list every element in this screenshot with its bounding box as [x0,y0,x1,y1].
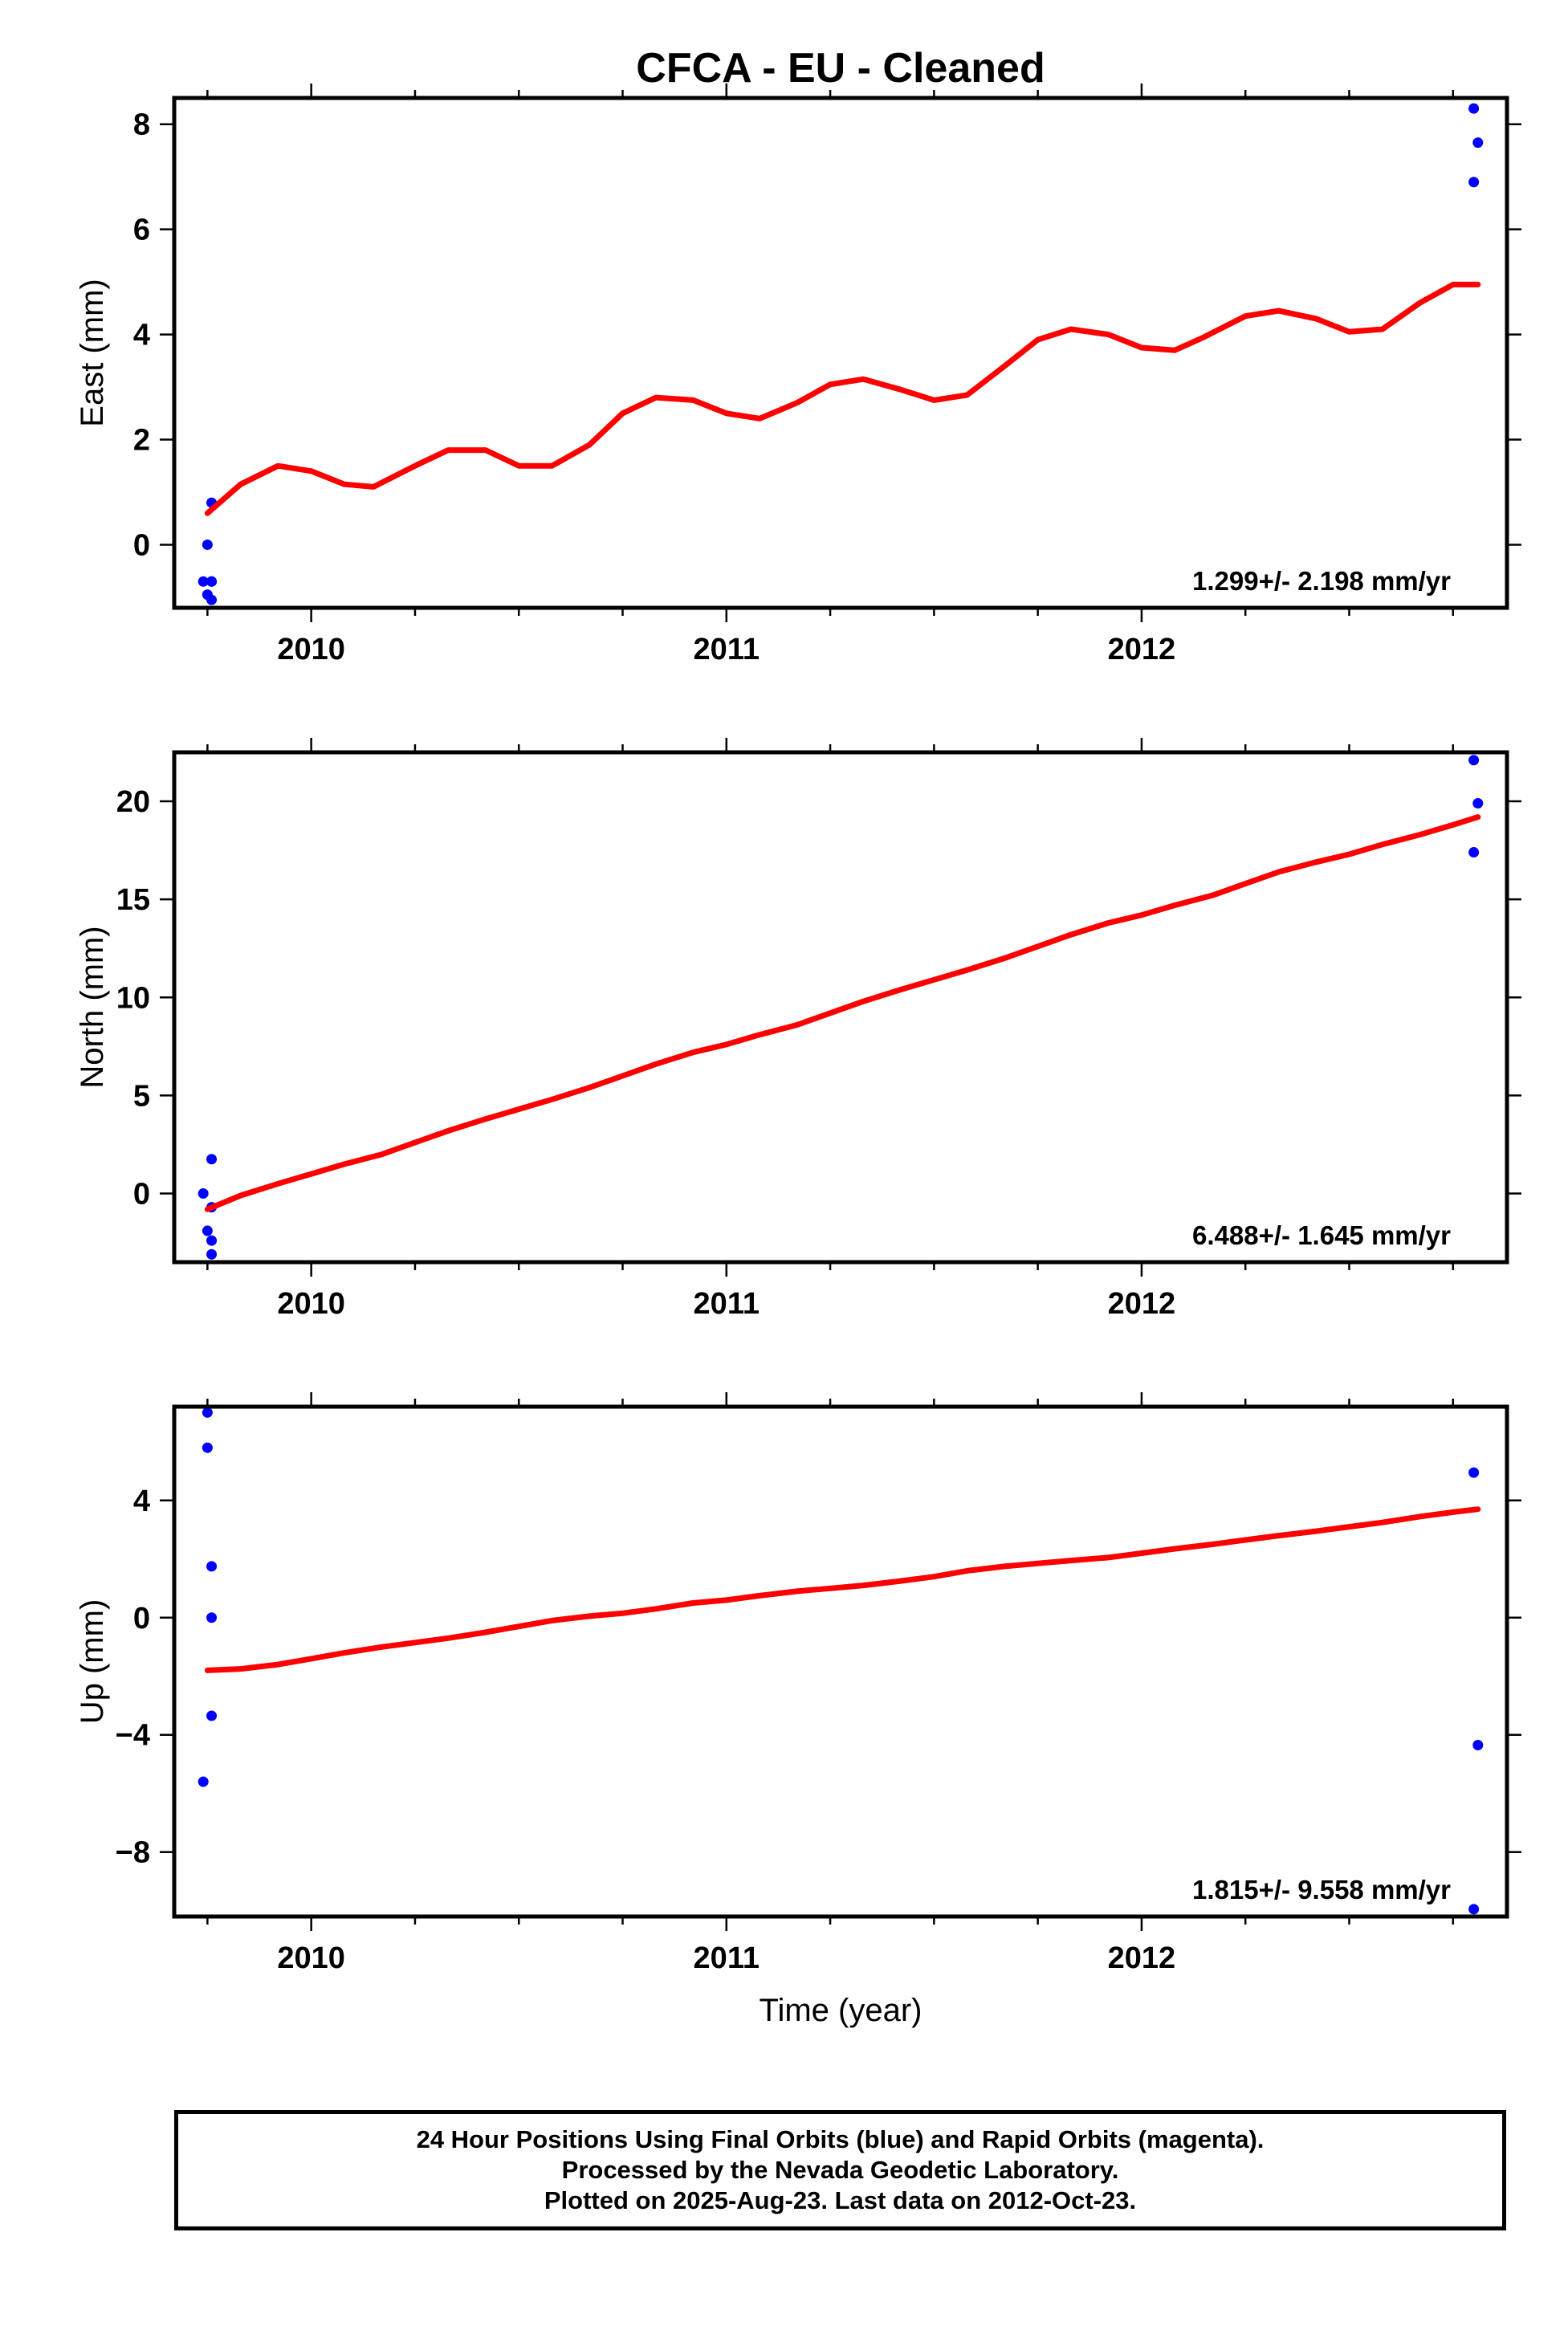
data-point [1468,1467,1480,1478]
footer-line-2: Processed by the Nevada Geodetic Laborat… [561,2156,1119,2184]
y-tick-label: 0 [133,528,150,562]
y-tick-label: −4 [116,1719,150,1753]
x-tick-label: 2012 [1108,1287,1176,1321]
data-point [1468,755,1480,766]
data-point [1468,177,1480,188]
footer-line-3: Plotted on 2025-Aug-23. Last data on 201… [544,2186,1137,2214]
data-point [202,1442,213,1453]
data-point [206,1154,218,1165]
data-point [1472,137,1484,149]
data-point [206,1249,218,1260]
data-point [206,1612,218,1623]
x-axis-label: Time (year) [760,1993,922,2028]
data-point [206,594,218,605]
data-point [198,1188,209,1200]
data-point [1468,847,1480,858]
x-tick-label: 2010 [277,1941,345,1975]
data-point [1468,103,1480,114]
y-tick-label: −8 [116,1836,150,1870]
rate-annotation: 1.299+/- 2.198 mm/yr [1192,566,1451,596]
y-tick-label: 6 [133,214,150,247]
footer-line-1: 24 Hour Positions Using Final Orbits (bl… [416,2125,1265,2153]
data-point [1472,1740,1484,1751]
panel-1: CFCA - EU - Cleaned 2010 2011 2012 0 2 4 6 8 East… [75,45,1521,666]
data-point [1472,798,1484,809]
y-tick-label: 20 [116,785,150,819]
y-tick-label: 8 [133,108,150,142]
y-tick-label: 5 [133,1079,150,1113]
footer-info-box: 24 Hour Positions Using Final Orbits (bl… [174,2110,1506,2230]
chart-title: CFCA - EU - Cleaned [636,45,1045,92]
trend-line [204,814,1481,1212]
x-tick-label: 2011 [694,633,760,666]
y-axis-label: Up (mm) [75,1599,110,1725]
rate-annotation: 1.815+/- 9.558 mm/yr [1192,1875,1451,1904]
trend-line [204,281,1481,516]
panel-frame [172,1404,1509,1919]
y-tick-label: 4 [133,319,150,352]
plot-area [198,1407,1484,1915]
y-tick-label: 2 [133,424,150,458]
plot-area [198,103,1484,605]
data-point [202,1407,213,1418]
data-point [206,1710,218,1721]
panel-2: 2010 2011 2012 0 5 10 15 20 North (mm) 6.488+/- 1… [75,738,1521,1321]
data-point [206,576,218,587]
y-tick-label: 0 [133,1602,150,1635]
x-tick-label: 2010 [277,1287,345,1321]
data-point [202,1225,213,1236]
x-tick-label: 2011 [694,1287,760,1321]
plot-area [198,755,1484,1260]
x-tick-label: 2010 [277,633,345,666]
panel-frame [172,96,1509,610]
x-tick-label: 2012 [1108,1941,1176,1975]
data-point [1468,1904,1480,1915]
data-point [202,539,213,550]
panel-frame [172,750,1509,1265]
y-tick-label: 15 [116,883,150,917]
y-axis-label: North (mm) [75,926,110,1088]
y-axis-label: East (mm) [75,279,110,426]
panel-3: 2010 2011 2012 −8 −4 0 4 Up (mm) Time (year) 1.81… [75,1392,1521,2028]
trend-line [204,1506,1481,1673]
data-point [198,576,209,587]
data-point [206,1235,218,1246]
y-tick-label: 0 [133,1178,150,1212]
y-tick-label: 4 [133,1485,150,1518]
rate-annotation: 6.488+/- 1.645 mm/yr [1192,1220,1451,1250]
x-tick-label: 2011 [694,1941,760,1975]
x-tick-label: 2012 [1108,633,1176,666]
data-point [198,1776,209,1787]
y-tick-label: 10 [116,981,150,1015]
data-point [206,1561,218,1572]
